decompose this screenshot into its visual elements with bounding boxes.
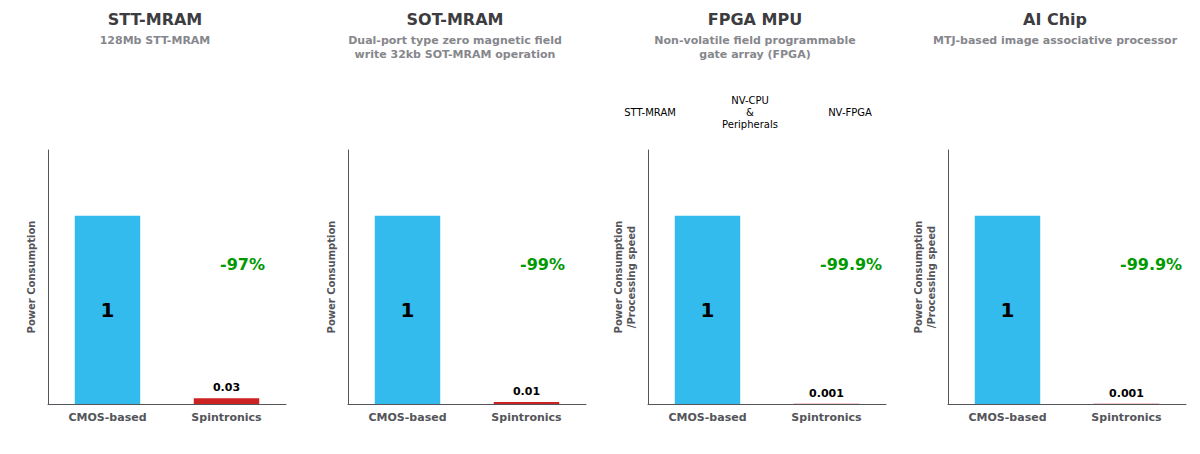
- svg-text:STT-MRAM: STT-MRAM: [108, 10, 203, 29]
- svg-text:Dual-port type zero magnetic f: Dual-port type zero magnetic field: [348, 34, 562, 47]
- svg-text:0.01: 0.01: [513, 385, 540, 398]
- svg-text:FPGA MPU: FPGA MPU: [708, 10, 802, 29]
- svg-text:Spintronics: Spintronics: [791, 411, 862, 424]
- svg-text:CMOS-based: CMOS-based: [968, 411, 1046, 424]
- svg-text:STT-MRAM: STT-MRAM: [624, 107, 676, 118]
- svg-text:CMOS-based: CMOS-based: [68, 411, 146, 424]
- svg-text:0.001: 0.001: [809, 387, 844, 400]
- svg-text:MTJ-based image associative pr: MTJ-based image associative processor: [933, 34, 1178, 47]
- svg-text:CMOS-based: CMOS-based: [668, 411, 746, 424]
- svg-text:Power Consumption: Power Consumption: [26, 221, 37, 334]
- svg-text:1: 1: [701, 298, 715, 322]
- svg-text:1: 1: [1001, 298, 1015, 322]
- svg-text:CMOS-based: CMOS-based: [368, 411, 446, 424]
- svg-text:/Processing speed: /Processing speed: [626, 226, 637, 328]
- svg-text:128Mb STT-MRAM: 128Mb STT-MRAM: [100, 34, 211, 47]
- svg-text:-99%: -99%: [520, 255, 565, 274]
- svg-text:Power Consumption: Power Consumption: [613, 221, 624, 334]
- svg-text:Power Consumption: Power Consumption: [326, 221, 337, 334]
- svg-text:Spintronics: Spintronics: [1091, 411, 1162, 424]
- svg-text:AI Chip: AI Chip: [1023, 10, 1087, 29]
- svg-text:-99.9%: -99.9%: [1120, 255, 1182, 274]
- svg-text:-97%: -97%: [220, 255, 265, 274]
- svg-text:write 32kb SOT-MRAM operation: write 32kb SOT-MRAM operation: [355, 48, 556, 61]
- svg-text:Non-volatile field programmabl: Non-volatile field programmable: [654, 34, 855, 47]
- svg-text:Peripherals: Peripherals: [722, 119, 778, 130]
- svg-text:1: 1: [101, 298, 115, 322]
- svg-text:NV-CPU: NV-CPU: [731, 95, 769, 106]
- svg-text:&: &: [746, 107, 754, 118]
- svg-text:Power Consumption: Power Consumption: [913, 221, 924, 334]
- svg-text:1: 1: [401, 298, 415, 322]
- svg-text:gate array (FPGA): gate array (FPGA): [699, 48, 810, 61]
- svg-text:0.001: 0.001: [1109, 387, 1144, 400]
- svg-text:/Processing speed: /Processing speed: [926, 226, 937, 328]
- svg-text:Spintronics: Spintronics: [491, 411, 562, 424]
- svg-text:SOT-MRAM: SOT-MRAM: [407, 10, 504, 29]
- svg-text:Spintronics: Spintronics: [191, 411, 262, 424]
- svg-text:0.03: 0.03: [213, 381, 240, 394]
- svg-text:NV-FPGA: NV-FPGA: [828, 107, 872, 118]
- svg-text:-99.9%: -99.9%: [820, 255, 882, 274]
